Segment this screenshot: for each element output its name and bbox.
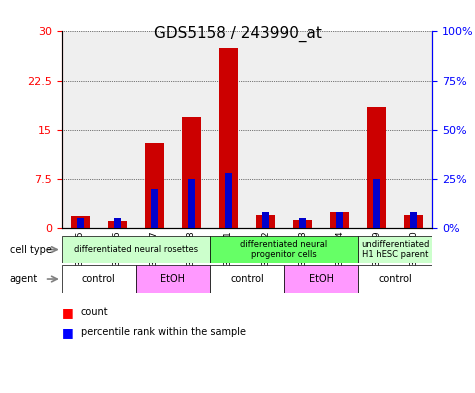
- Bar: [284, 31, 321, 228]
- Text: undifferentiated
H1 hESC parent: undifferentiated H1 hESC parent: [361, 240, 429, 259]
- FancyBboxPatch shape: [62, 236, 210, 263]
- Bar: [210, 31, 247, 228]
- FancyBboxPatch shape: [284, 265, 358, 293]
- Text: differentiated neural
progenitor cells: differentiated neural progenitor cells: [240, 240, 328, 259]
- Bar: [405, 215, 423, 228]
- Bar: [76, 218, 84, 228]
- Bar: [247, 31, 284, 228]
- Bar: [114, 218, 121, 228]
- Text: ■: ■: [62, 325, 74, 339]
- Bar: [299, 218, 306, 228]
- Bar: [182, 117, 201, 228]
- Bar: [358, 31, 395, 228]
- Text: control: control: [378, 274, 412, 284]
- Bar: [368, 107, 386, 228]
- Bar: [62, 31, 99, 228]
- Text: differentiated neural rosettes: differentiated neural rosettes: [74, 245, 198, 254]
- Bar: [108, 221, 126, 228]
- FancyBboxPatch shape: [136, 265, 210, 293]
- Bar: [145, 143, 163, 228]
- Bar: [410, 212, 418, 228]
- Bar: [225, 173, 232, 228]
- Bar: [256, 215, 275, 228]
- Text: GDS5158 / 243990_at: GDS5158 / 243990_at: [153, 26, 322, 42]
- Text: count: count: [81, 307, 108, 318]
- Bar: [173, 31, 210, 228]
- Text: agent: agent: [10, 274, 38, 284]
- Bar: [262, 212, 269, 228]
- Bar: [188, 179, 195, 228]
- Bar: [395, 31, 432, 228]
- Bar: [336, 212, 343, 228]
- Text: EtOH: EtOH: [161, 274, 185, 284]
- Bar: [71, 216, 89, 228]
- Bar: [331, 211, 349, 228]
- Text: ■: ■: [62, 306, 74, 319]
- FancyBboxPatch shape: [358, 236, 432, 263]
- FancyBboxPatch shape: [62, 265, 136, 293]
- FancyBboxPatch shape: [210, 236, 358, 263]
- Bar: [99, 31, 136, 228]
- Text: cell type: cell type: [10, 244, 51, 255]
- Bar: [373, 179, 380, 228]
- FancyBboxPatch shape: [210, 265, 284, 293]
- Bar: [321, 31, 358, 228]
- Bar: [219, 48, 238, 228]
- Text: EtOH: EtOH: [309, 274, 333, 284]
- Text: control: control: [82, 274, 116, 284]
- Bar: [293, 220, 312, 228]
- Text: control: control: [230, 274, 264, 284]
- Bar: [136, 31, 173, 228]
- Text: percentile rank within the sample: percentile rank within the sample: [81, 327, 246, 337]
- Bar: [151, 189, 158, 228]
- FancyBboxPatch shape: [358, 265, 432, 293]
